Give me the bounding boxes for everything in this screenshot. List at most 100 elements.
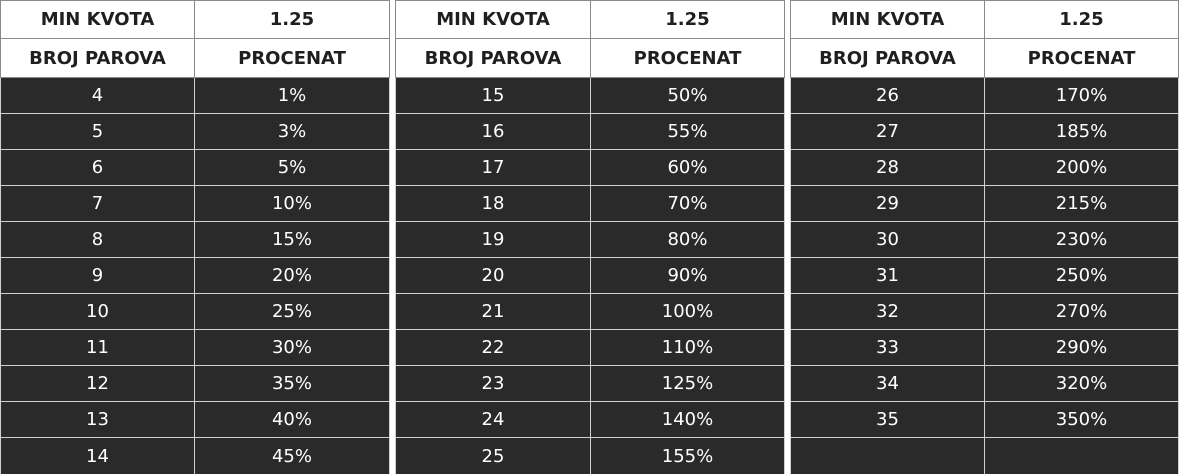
table-row: 14 45% — [0, 438, 390, 474]
broj-parova-cell: 34 — [790, 366, 985, 402]
table-row: 30 230% — [790, 222, 1179, 258]
min-kvota-row: MIN KVOTA 1.25 — [395, 0, 785, 39]
bonus-table-1: MIN KVOTA 1.25 BROJ PAROVA PROCENAT 4 1% 5 3% 6 5… — [0, 0, 390, 474]
broj-parova-cell: 28 — [790, 150, 985, 186]
procenat-cell: 30% — [195, 330, 390, 366]
bonus-table-2: MIN KVOTA 1.25 BROJ PAROVA PROCENAT 15 50% 16 5… — [395, 0, 785, 474]
min-kvota-value: 1.25 — [591, 0, 785, 39]
table-row: 35 350% — [790, 402, 1179, 438]
procenat-cell: 140% — [591, 402, 785, 438]
procenat-cell: 60% — [591, 150, 785, 186]
procenat-cell: 80% — [591, 222, 785, 258]
table-row: 24 140% — [395, 402, 785, 438]
table-row: 8 15% — [0, 222, 390, 258]
procenat-cell: 230% — [985, 222, 1179, 258]
broj-parova-cell: 26 — [790, 78, 985, 114]
procenat-cell: 350% — [985, 402, 1179, 438]
broj-parova-cell: 17 — [395, 150, 591, 186]
procenat-cell: 170% — [985, 78, 1179, 114]
table-row: 18 70% — [395, 186, 785, 222]
column-header-broj-parova: BROJ PAROVA — [0, 39, 195, 78]
broj-parova-cell: 29 — [790, 186, 985, 222]
table-row: 15 50% — [395, 78, 785, 114]
broj-parova-cell: 23 — [395, 366, 591, 402]
procenat-cell: 10% — [195, 186, 390, 222]
table-row: 34 320% — [790, 366, 1179, 402]
procenat-cell: 185% — [985, 114, 1179, 150]
procenat-cell: 50% — [591, 78, 785, 114]
table-row: 22 110% — [395, 330, 785, 366]
procenat-cell: 35% — [195, 366, 390, 402]
procenat-cell: 125% — [591, 366, 785, 402]
bonus-table-3: MIN KVOTA 1.25 BROJ PAROVA PROCENAT 26 170% 27… — [790, 0, 1179, 474]
procenat-cell: 250% — [985, 258, 1179, 294]
broj-parova-cell: 27 — [790, 114, 985, 150]
table-row: 16 55% — [395, 114, 785, 150]
procenat-cell: 215% — [985, 186, 1179, 222]
broj-parova-cell: 32 — [790, 294, 985, 330]
table-row: 26 170% — [790, 78, 1179, 114]
table-row: 9 20% — [0, 258, 390, 294]
column-header-row: BROJ PAROVA PROCENAT — [395, 39, 785, 78]
table-row: 10 25% — [0, 294, 390, 330]
broj-parova-cell: 24 — [395, 402, 591, 438]
column-header-row: BROJ PAROVA PROCENAT — [0, 39, 390, 78]
table-row: 20 90% — [395, 258, 785, 294]
broj-parova-cell: 35 — [790, 402, 985, 438]
column-header-broj-parova: BROJ PAROVA — [395, 39, 591, 78]
min-kvota-row: MIN KVOTA 1.25 — [790, 0, 1179, 39]
broj-parova-cell: 19 — [395, 222, 591, 258]
table-row: 21 100% — [395, 294, 785, 330]
table-row — [790, 438, 1179, 474]
table-row: 13 40% — [0, 402, 390, 438]
min-kvota-label: MIN KVOTA — [790, 0, 985, 39]
table-row: 25 155% — [395, 438, 785, 474]
broj-parova-cell: 30 — [790, 222, 985, 258]
table-row: 33 290% — [790, 330, 1179, 366]
column-header-procenat: PROCENAT — [591, 39, 785, 78]
procenat-cell: 100% — [591, 294, 785, 330]
procenat-cell: 320% — [985, 366, 1179, 402]
table-row: 12 35% — [0, 366, 390, 402]
column-header-row: BROJ PAROVA PROCENAT — [790, 39, 1179, 78]
procenat-cell — [985, 438, 1179, 474]
min-kvota-value: 1.25 — [195, 0, 390, 39]
table-row: 5 3% — [0, 114, 390, 150]
broj-parova-cell: 12 — [0, 366, 195, 402]
procenat-cell: 90% — [591, 258, 785, 294]
min-kvota-row: MIN KVOTA 1.25 — [0, 0, 390, 39]
broj-parova-cell: 8 — [0, 222, 195, 258]
table-row: 17 60% — [395, 150, 785, 186]
broj-parova-cell: 25 — [395, 438, 591, 474]
table-row: 23 125% — [395, 366, 785, 402]
broj-parova-cell: 10 — [0, 294, 195, 330]
broj-parova-cell: 7 — [0, 186, 195, 222]
table-row: 27 185% — [790, 114, 1179, 150]
broj-parova-cell: 20 — [395, 258, 591, 294]
table-row: 29 215% — [790, 186, 1179, 222]
procenat-cell: 3% — [195, 114, 390, 150]
procenat-cell: 70% — [591, 186, 785, 222]
broj-parova-cell: 33 — [790, 330, 985, 366]
procenat-cell: 200% — [985, 150, 1179, 186]
broj-parova-cell: 21 — [395, 294, 591, 330]
table-row: 4 1% — [0, 78, 390, 114]
broj-parova-cell: 22 — [395, 330, 591, 366]
table-row: 11 30% — [0, 330, 390, 366]
broj-parova-cell — [790, 438, 985, 474]
procenat-cell: 25% — [195, 294, 390, 330]
min-kvota-label: MIN KVOTA — [0, 0, 195, 39]
procenat-cell: 20% — [195, 258, 390, 294]
procenat-cell: 15% — [195, 222, 390, 258]
table-row: 31 250% — [790, 258, 1179, 294]
procenat-cell: 270% — [985, 294, 1179, 330]
table-row: 6 5% — [0, 150, 390, 186]
broj-parova-cell: 18 — [395, 186, 591, 222]
procenat-cell: 110% — [591, 330, 785, 366]
column-header-procenat: PROCENAT — [985, 39, 1179, 78]
procenat-cell: 5% — [195, 150, 390, 186]
broj-parova-cell: 31 — [790, 258, 985, 294]
min-kvota-value: 1.25 — [985, 0, 1179, 39]
column-header-broj-parova: BROJ PAROVA — [790, 39, 985, 78]
